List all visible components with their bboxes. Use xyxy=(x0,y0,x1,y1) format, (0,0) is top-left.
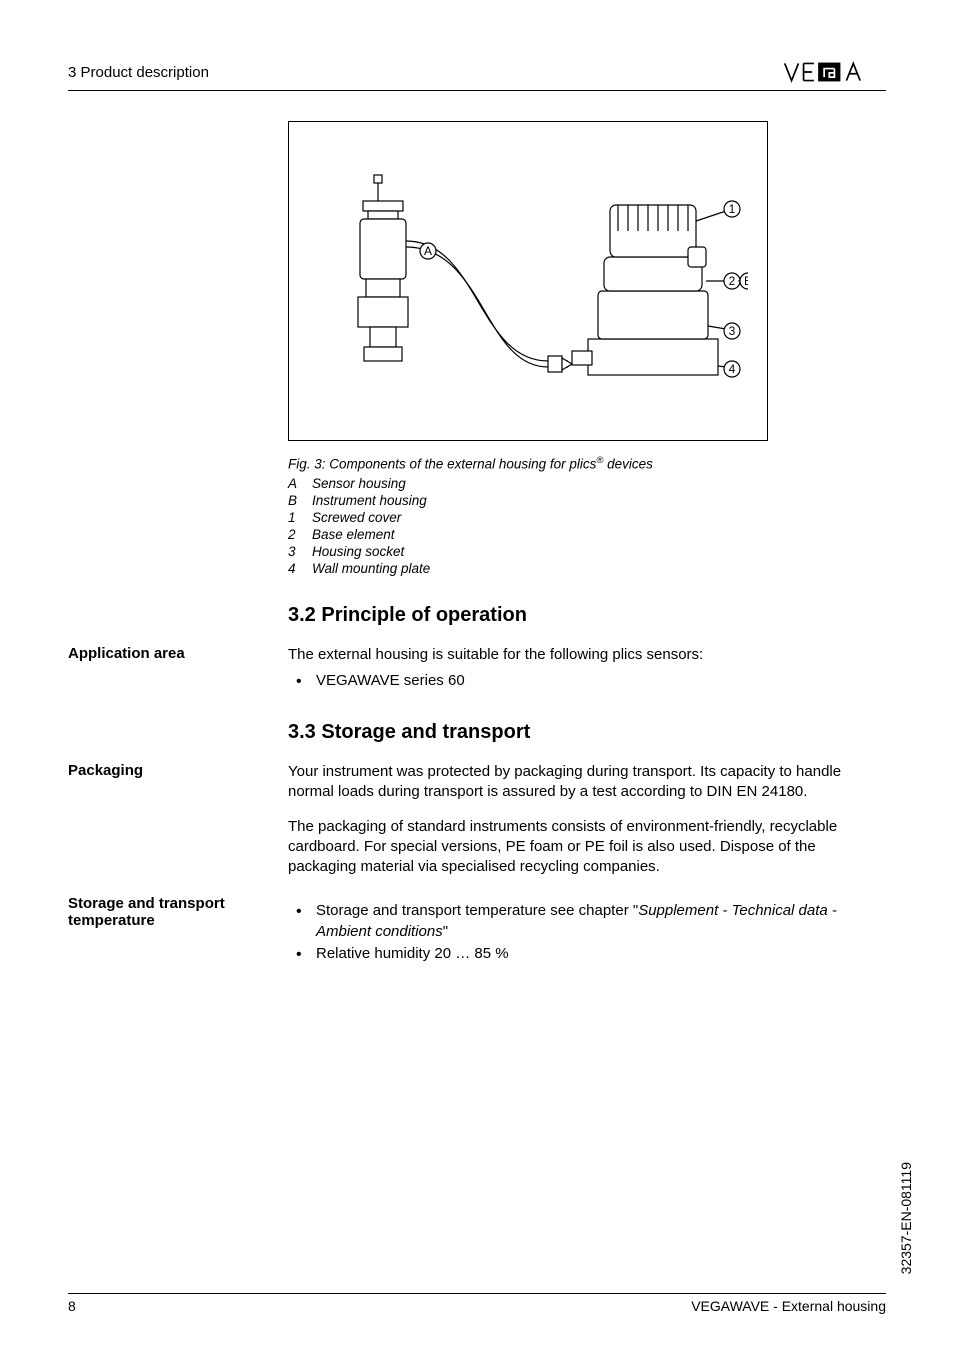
figure-caption-prefix: Fig. 3: Components of the external housi… xyxy=(288,457,596,472)
heading-3-3: 3.3 Storage and transport xyxy=(288,721,886,744)
legend-text: Instrument housing xyxy=(312,493,427,508)
legend-key: 3 xyxy=(288,544,312,559)
legend-item: ASensor housing xyxy=(288,476,886,491)
application-intro: The external housing is suitable for the… xyxy=(288,645,703,665)
page-number: 8 xyxy=(68,1298,76,1314)
figure-label-1: 1 xyxy=(729,202,736,216)
packaging-p2: The packaging of standard instruments co… xyxy=(288,817,886,878)
figure-caption: Fig. 3: Components of the external housi… xyxy=(288,455,886,472)
legend-key: A xyxy=(288,476,312,491)
legend-text: Screwed cover xyxy=(312,510,401,525)
header-section-text: 3 Product description xyxy=(68,64,209,81)
figure-diagram: A 1 2 3 4 xyxy=(308,161,748,401)
storage-row: Storage and transport temperature Storag… xyxy=(288,895,886,966)
figure-caption-suffix: devices xyxy=(603,457,653,472)
page-footer: 8 VEGAWAVE - External housing xyxy=(68,1293,886,1314)
side-label-packaging: Packaging xyxy=(68,762,288,877)
legend-text: Wall mounting plate xyxy=(312,561,430,576)
figure-label-a: A xyxy=(424,244,432,258)
side-label-storage: Storage and transport temperature xyxy=(68,895,288,966)
figure-label-3: 3 xyxy=(729,324,736,338)
figure-container: A 1 2 3 4 xyxy=(288,121,768,441)
storage-body: Storage and transport temperature see ch… xyxy=(288,895,886,966)
legend-item: BInstrument housing xyxy=(288,493,886,508)
main-content: A 1 2 3 4 xyxy=(288,121,886,966)
packaging-p1: Your instrument was protected by packagi… xyxy=(288,762,886,803)
packaging-row: Packaging Your instrument was protected … xyxy=(288,762,886,877)
figure-label-2: 2 xyxy=(729,274,736,288)
storage-bullet-1: Storage and transport temperature see ch… xyxy=(288,901,886,942)
legend-item: 4Wall mounting plate xyxy=(288,561,886,576)
figure-label-4: 4 xyxy=(729,362,736,376)
storage-b1-pre: Storage and transport temperature see ch… xyxy=(316,902,638,919)
page-header: 3 Product description xyxy=(68,60,886,91)
figure-label-b: B xyxy=(744,274,748,288)
application-bullet-1: VEGAWAVE series 60 xyxy=(288,671,703,691)
storage-bullet-2: Relative humidity 20 … 85 % xyxy=(288,944,886,964)
figure-legend: ASensor housingBInstrument housing1Screw… xyxy=(288,476,886,576)
legend-item: 2Base element xyxy=(288,527,886,542)
document-id-vertical: 32357-EN-081119 xyxy=(898,1162,914,1274)
application-area-body: The external housing is suitable for the… xyxy=(288,645,703,694)
application-area-row: Application area The external housing is… xyxy=(288,645,886,694)
legend-text: Base element xyxy=(312,527,395,542)
vega-logo xyxy=(783,60,886,84)
legend-text: Housing socket xyxy=(312,544,404,559)
legend-key: 2 xyxy=(288,527,312,542)
legend-item: 3Housing socket xyxy=(288,544,886,559)
storage-b1-post: " xyxy=(443,923,448,940)
legend-key: 4 xyxy=(288,561,312,576)
legend-item: 1Screwed cover xyxy=(288,510,886,525)
legend-text: Sensor housing xyxy=(312,476,406,491)
heading-3-2: 3.2 Principle of operation xyxy=(288,604,886,627)
legend-key: 1 xyxy=(288,510,312,525)
legend-key: B xyxy=(288,493,312,508)
packaging-body: Your instrument was protected by packagi… xyxy=(288,762,886,877)
footer-doc-title: VEGAWAVE - External housing xyxy=(691,1298,886,1314)
side-label-application-area: Application area xyxy=(68,645,288,694)
